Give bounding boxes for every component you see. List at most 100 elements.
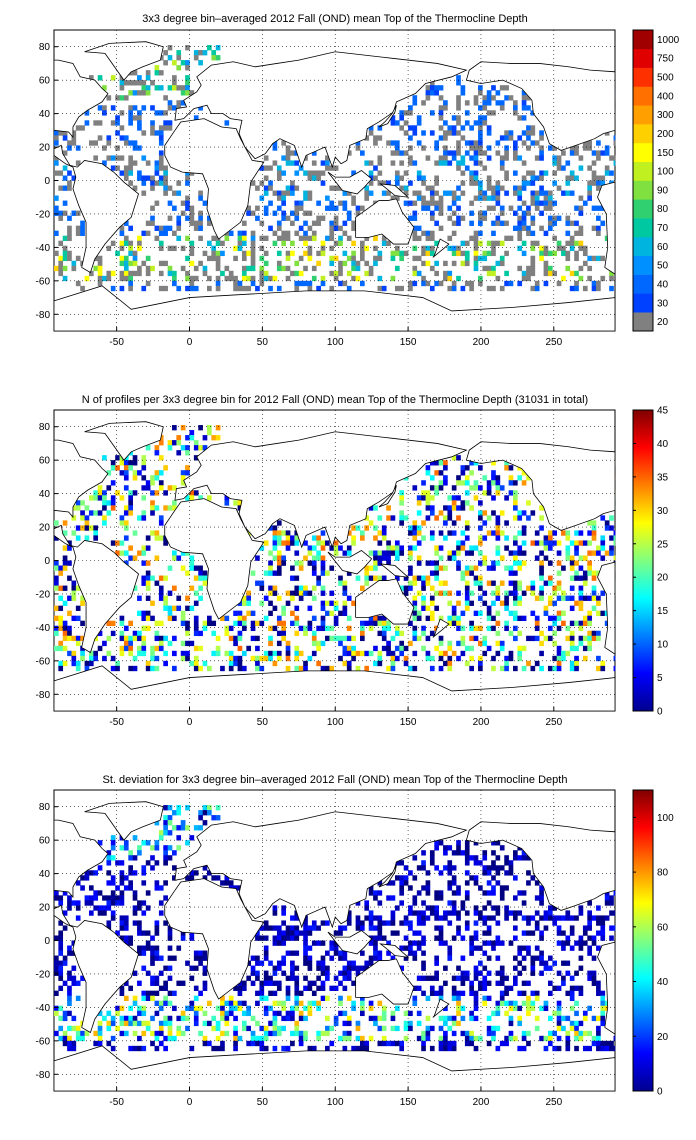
heatmap-cell: [543, 915, 549, 921]
heatmap-cell: [285, 935, 291, 941]
heatmap-cell: [447, 555, 453, 561]
heatmap-cell: [80, 230, 85, 236]
heatmap-cell: [172, 550, 177, 556]
heatmap-cell: [486, 1025, 492, 1032]
heatmap-cell: [198, 235, 203, 241]
heatmap-cell: [62, 130, 68, 136]
land-outline: [465, 821, 616, 911]
heatmap-cell: [460, 955, 466, 961]
heatmap-cell: [141, 575, 147, 581]
heatmap-cell: [272, 210, 278, 216]
heatmap-cell: [106, 855, 112, 861]
heatmap-cell: [569, 945, 575, 951]
heatmap-cell: [399, 175, 405, 181]
heatmap-cell: [233, 255, 238, 262]
heatmap-cell: [141, 990, 147, 996]
heatmap-cell: [521, 270, 527, 277]
heatmap-cell: [513, 500, 518, 506]
heatmap-cell: [416, 195, 422, 201]
heatmap-cell: [276, 190, 282, 196]
heatmap-cell: [150, 665, 155, 672]
x-tick-label: 200: [473, 1097, 490, 1108]
heatmap-cell: [71, 515, 77, 521]
heatmap-cell: [272, 555, 278, 561]
heatmap-cell: [486, 100, 492, 106]
heatmap-cell: [464, 595, 470, 601]
heatmap-cell: [565, 935, 571, 941]
heatmap-cell: [224, 875, 230, 881]
heatmap-cell: [62, 625, 68, 632]
heatmap-cell: [123, 940, 129, 946]
heatmap-cell: [591, 205, 597, 211]
heatmap-cell: [290, 960, 295, 966]
heatmap-cell: [185, 1015, 190, 1022]
heatmap-cell: [526, 500, 531, 506]
colorbar-swatch: [633, 255, 653, 275]
heatmap-cell: [429, 585, 435, 591]
heatmap-cell: [290, 970, 295, 976]
heatmap-cell: [303, 170, 308, 176]
heatmap-cell: [425, 280, 431, 287]
heatmap-cell: [377, 920, 383, 926]
heatmap-cell: [80, 885, 85, 891]
heatmap-cell: [351, 260, 356, 267]
heatmap-cell: [460, 470, 466, 476]
heatmap-cell: [58, 595, 64, 601]
heatmap-cell: [443, 1030, 448, 1037]
heatmap-cell: [54, 615, 59, 621]
heatmap-cell: [416, 120, 422, 126]
heatmap-cell: [596, 920, 601, 926]
heatmap-cell: [189, 560, 195, 566]
heatmap-cell: [80, 500, 85, 506]
heatmap-cell: [425, 560, 431, 566]
heatmap-cell: [228, 275, 234, 282]
heatmap-cell: [320, 665, 326, 672]
heatmap-cell: [386, 625, 391, 632]
heatmap-cell: [421, 600, 426, 606]
heatmap-cell: [491, 890, 496, 896]
heatmap-cell: [456, 640, 461, 647]
heatmap-cell: [119, 550, 125, 556]
heatmap-cell: [569, 665, 575, 672]
heatmap-cell: [539, 250, 544, 257]
heatmap-cell: [368, 960, 374, 966]
heatmap-cell: [62, 245, 68, 252]
heatmap-cell: [486, 155, 492, 161]
heatmap-cell: [438, 200, 444, 206]
heatmap-cell: [438, 480, 444, 486]
heatmap-cell: [123, 1015, 129, 1022]
heatmap-cell: [394, 145, 400, 151]
heatmap-cell: [443, 910, 448, 916]
heatmap-cell: [311, 640, 317, 647]
heatmap-cell: [416, 540, 422, 546]
heatmap-cell: [368, 1015, 374, 1022]
heatmap-cell: [534, 190, 540, 196]
heatmap-cell: [154, 630, 160, 637]
heatmap-cell: [123, 135, 129, 141]
heatmap-cell: [311, 650, 317, 657]
heatmap-cell: [390, 665, 396, 672]
heatmap-cell: [241, 250, 247, 257]
heatmap-cell: [189, 605, 195, 611]
heatmap-cell: [469, 210, 474, 216]
heatmap-cell: [565, 240, 571, 247]
heatmap-cell: [460, 545, 466, 551]
heatmap-cell: [193, 645, 199, 652]
heatmap-cell: [364, 135, 370, 141]
heatmap-cell: [547, 225, 553, 231]
heatmap-cell: [386, 545, 391, 551]
heatmap-cell: [416, 635, 422, 642]
heatmap-cell: [97, 255, 103, 262]
heatmap-cell: [311, 175, 317, 181]
heatmap-cell: [587, 1045, 592, 1052]
heatmap-cell: [443, 160, 448, 166]
heatmap-cell: [495, 490, 501, 496]
heatmap-cell: [386, 190, 391, 196]
heatmap-cell: [211, 55, 217, 61]
heatmap-cell: [137, 125, 142, 131]
heatmap-cell: [167, 830, 173, 836]
heatmap-cell: [390, 160, 396, 166]
heatmap-cell: [167, 815, 173, 821]
heatmap-cell: [154, 165, 160, 171]
heatmap-cell: [137, 945, 142, 951]
